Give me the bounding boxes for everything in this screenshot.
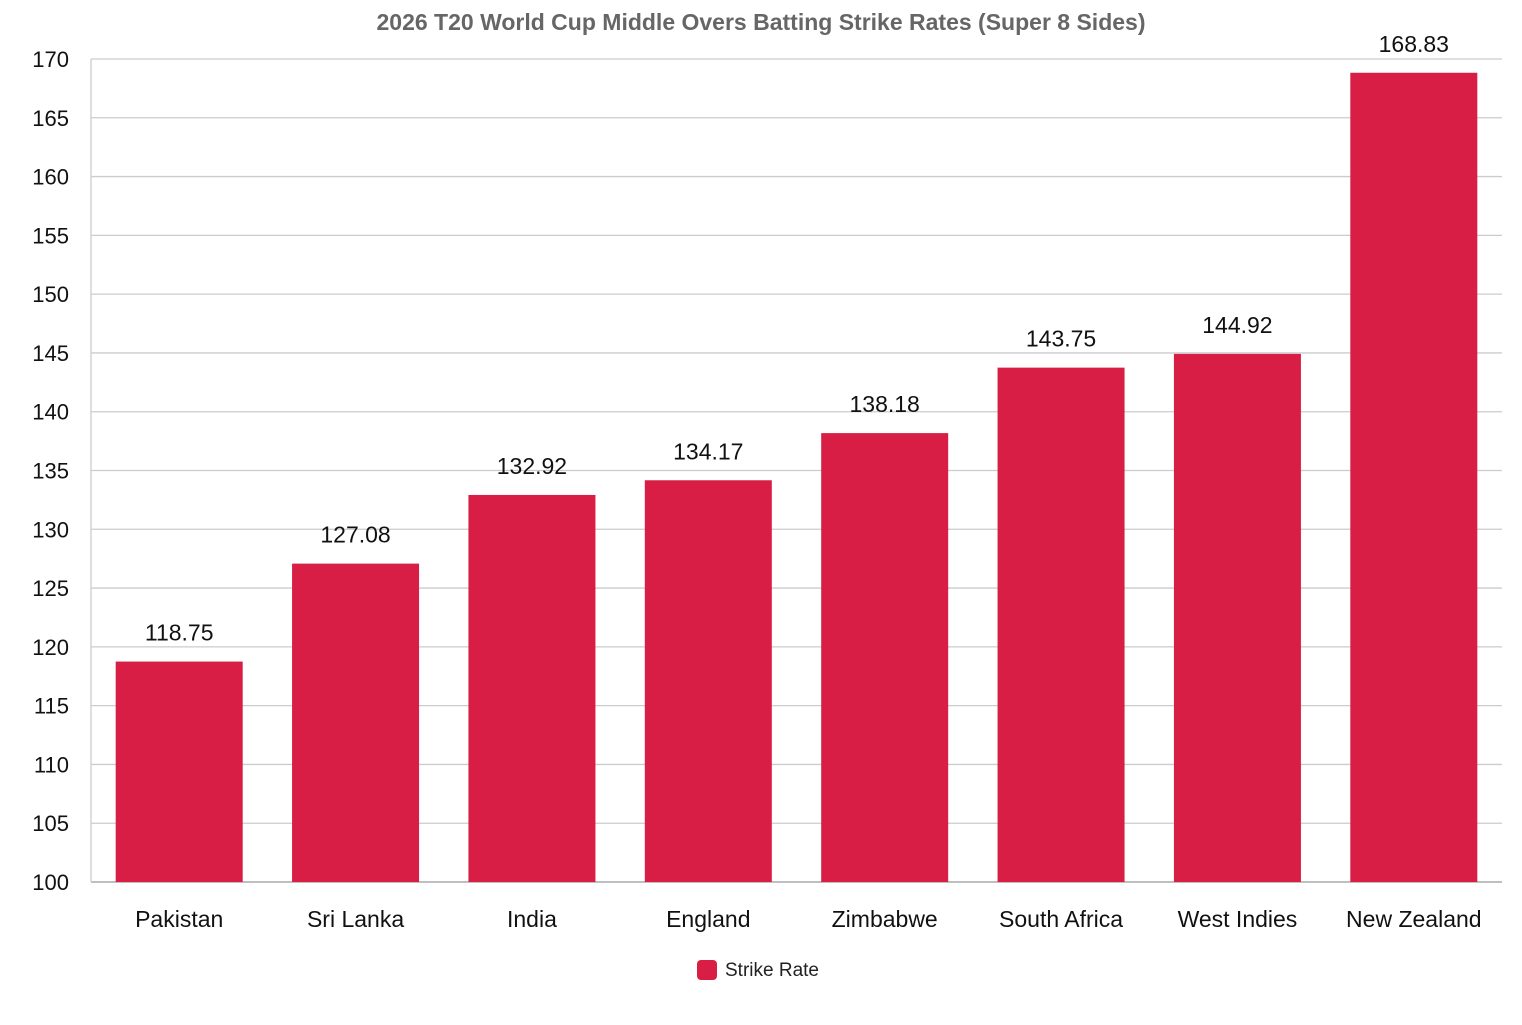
- chart-title: 2026 T20 World Cup Middle Overs Batting …: [376, 9, 1145, 35]
- x-category-label: South Africa: [999, 906, 1123, 932]
- x-category-label: Zimbabwe: [832, 906, 938, 932]
- bars: [115, 72, 1478, 882]
- y-tick-label: 125: [32, 576, 69, 601]
- data-label: 132.92: [497, 453, 567, 479]
- y-tick-label: 115: [34, 694, 69, 719]
- bar-zimbabwe: [821, 433, 949, 882]
- y-tick-label: 140: [32, 400, 69, 425]
- bar-west-indies: [1173, 353, 1301, 882]
- x-category-label: India: [507, 906, 557, 932]
- x-axis-categories: Pakistan Sri Lanka India England Zimbabwe Sou…: [135, 906, 1482, 932]
- y-tick-label: 145: [32, 341, 69, 366]
- data-label: 134.17: [673, 438, 743, 464]
- x-category-label: Pakistan: [135, 906, 223, 932]
- y-axis-ticks: 100 105 110 115 120 125 130 135 140 145 150 155 160 1…: [32, 47, 69, 895]
- y-tick-label: 160: [32, 165, 69, 190]
- y-tick-label: 170: [32, 47, 69, 72]
- legend-label: Strike Rate: [725, 960, 819, 981]
- bar-england: [644, 480, 772, 882]
- x-category-label: Sri Lanka: [307, 906, 404, 932]
- x-category-label: England: [666, 906, 750, 932]
- x-category-label: New Zealand: [1346, 906, 1482, 932]
- data-label: 168.83: [1379, 31, 1449, 57]
- data-label: 118.75: [145, 620, 214, 646]
- y-tick-label: 105: [32, 811, 69, 836]
- y-tick-label: 130: [32, 517, 69, 542]
- bar-pakistan: [115, 661, 243, 882]
- bar-new-zealand: [1350, 72, 1478, 882]
- y-tick-label: 150: [32, 282, 69, 307]
- bar-india: [468, 494, 596, 882]
- y-tick-label: 110: [34, 752, 69, 777]
- data-labels: 118.75 127.08 132.92 134.17 138.18 143.75 144.…: [145, 31, 1449, 646]
- legend: Strike Rate: [697, 960, 819, 981]
- x-category-label: West Indies: [1178, 906, 1298, 932]
- data-label: 144.92: [1202, 312, 1272, 338]
- y-tick-label: 135: [32, 459, 69, 484]
- y-tick-label: 155: [32, 223, 69, 248]
- data-label: 127.08: [320, 522, 390, 548]
- y-tick-label: 120: [32, 635, 69, 660]
- data-label: 138.18: [850, 391, 920, 417]
- bar-sri-lanka: [292, 563, 420, 882]
- y-tick-label: 100: [32, 870, 69, 895]
- y-tick-label: 165: [32, 106, 69, 131]
- bar-south-africa: [997, 367, 1125, 882]
- data-label: 143.75: [1026, 326, 1096, 352]
- legend-swatch: [697, 960, 717, 980]
